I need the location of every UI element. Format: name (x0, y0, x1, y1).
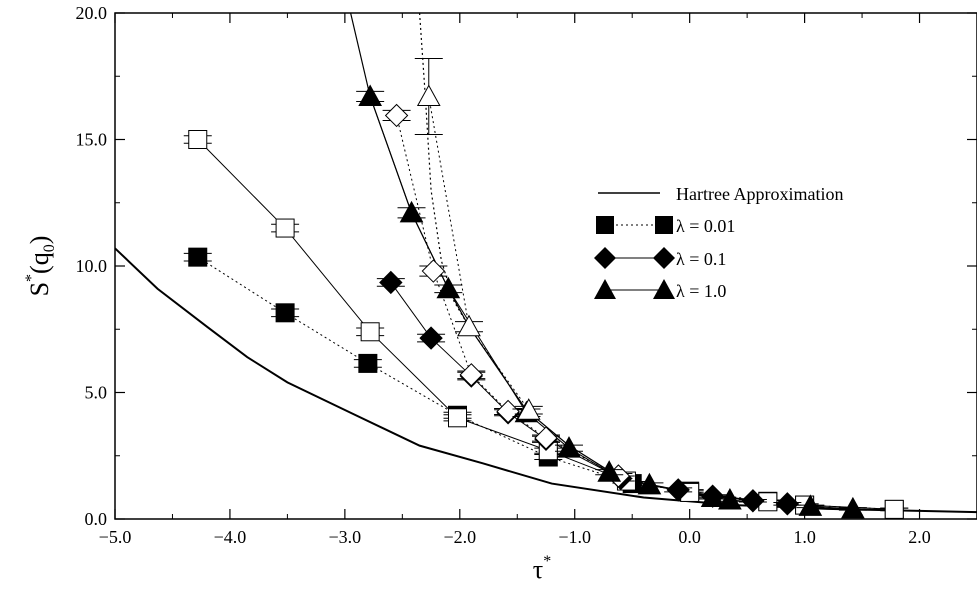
y-tick-label: 0.0 (85, 509, 108, 529)
x-tick-label: 0.0 (678, 527, 701, 547)
x-tick-label: −4.0 (214, 527, 247, 547)
data-point (419, 259, 448, 283)
data-point (271, 303, 300, 323)
legend-label-hartree: Hartree Approximation (676, 184, 843, 204)
data-point (443, 408, 472, 428)
series-line (396, 115, 619, 477)
series-line (428, 96, 530, 411)
x-tick-label: −5.0 (99, 527, 132, 547)
data-point (434, 276, 463, 299)
y-axis-title-main: S (25, 282, 54, 296)
data-point (417, 326, 446, 350)
y-axis: 0.0 5.0 10.0 15.0 20.0 (76, 3, 977, 529)
data-point (514, 398, 543, 420)
x-tick-label: 2.0 (908, 527, 931, 547)
legend: Hartree Approximation λ = 0.01 λ = 0.1 λ… (594, 184, 843, 301)
y-tick-label: 10.0 (76, 256, 108, 276)
data-point (838, 496, 867, 519)
data-point (532, 426, 560, 450)
extra-curve (350, 13, 449, 290)
legend-label-lambda-0-1: λ = 0.1 (676, 249, 726, 269)
data-point (494, 399, 523, 424)
data-point (664, 478, 693, 502)
legend-entry-lambda-1-0: λ = 1.0 (594, 279, 726, 301)
legend-entry-lambda-0-01: λ = 0.01 (596, 216, 735, 236)
series-line (115, 247, 977, 514)
data-point (376, 270, 405, 295)
data-point (271, 218, 300, 238)
legend-label-lambda-1-0: λ = 1.0 (676, 281, 726, 301)
data-point (356, 322, 385, 342)
legend-label-lambda-0-01: λ = 0.01 (676, 216, 735, 236)
series-line (369, 96, 853, 510)
legend-entry-lambda-0-1: λ = 0.1 (594, 247, 726, 269)
y-axis-title: S*(q0) (23, 236, 58, 297)
data-point (554, 436, 583, 458)
y-tick-label: 15.0 (76, 130, 108, 150)
x-axis-title: τ* (533, 553, 551, 584)
data-point (183, 247, 212, 267)
data-point (457, 363, 486, 387)
legend-entry-hartree: Hartree Approximation (598, 184, 843, 204)
data-point (738, 489, 767, 513)
data-point (356, 84, 385, 106)
data-point (183, 130, 212, 149)
x-axis: −5.0 −4.0 −3.0 −2.0 −1.0 0.0 1.0 2.0 (99, 13, 931, 547)
data-point (382, 103, 411, 128)
y-axis-title-close: ) (25, 236, 54, 245)
y-axis-title-sup: * (23, 274, 40, 282)
y-tick-label: 20.0 (76, 3, 108, 23)
data-point (353, 353, 382, 373)
data-point (635, 472, 664, 495)
data-point (414, 58, 443, 135)
data-point (595, 460, 624, 482)
data-point (397, 200, 426, 223)
data-point (454, 314, 483, 337)
x-axis-title-main: τ (533, 555, 543, 584)
x-axis-title-sup: * (543, 553, 551, 570)
y-axis-title-open: (q (25, 252, 54, 274)
x-tick-label: −2.0 (443, 527, 476, 547)
series-line (197, 256, 895, 510)
extra-curve (418, 13, 470, 328)
x-tick-label: 1.0 (793, 527, 816, 547)
y-tick-label: 5.0 (85, 383, 108, 403)
x-tick-label: −3.0 (329, 527, 362, 547)
data-point (715, 487, 744, 510)
y-axis-title-sub: 0 (41, 244, 58, 252)
series-line (390, 282, 788, 505)
x-tick-label: −1.0 (558, 527, 591, 547)
markers-layer (183, 58, 909, 519)
data-point (880, 499, 909, 519)
